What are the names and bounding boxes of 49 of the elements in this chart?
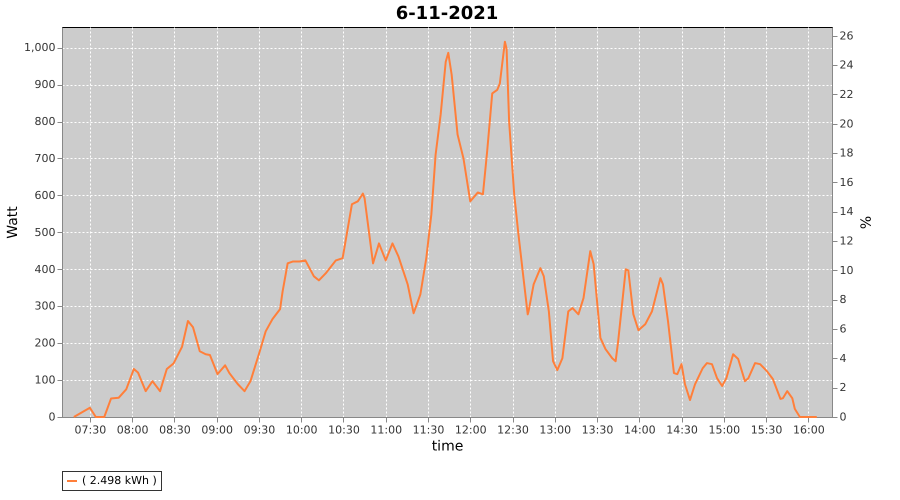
x-tick-label: 14:30 bbox=[666, 424, 698, 436]
y-tick-label: 1,000 bbox=[24, 41, 56, 54]
line-series bbox=[72, 40, 818, 418]
y-tick-label: 700 bbox=[34, 152, 56, 165]
x-tick-label: 07:30 bbox=[74, 424, 106, 436]
x-tick-label: 10:30 bbox=[328, 424, 360, 436]
x-tick-label: 09:30 bbox=[244, 424, 276, 436]
y-tick-label: 300 bbox=[34, 300, 56, 313]
y-tick-label: 200 bbox=[34, 336, 56, 350]
y-tick-label: 800 bbox=[34, 115, 56, 128]
y-tick-label: 600 bbox=[34, 188, 56, 202]
x-tick-label: 11:00 bbox=[370, 424, 402, 436]
x-tick-label: 15:00 bbox=[708, 424, 740, 436]
y2-tick-label: 22 bbox=[840, 88, 854, 101]
y-tick-label: 100 bbox=[34, 374, 56, 387]
x-tick-label: 10:00 bbox=[286, 424, 318, 436]
y2-tick-label: 4 bbox=[840, 352, 846, 365]
chart-title: 6-11-2021 bbox=[396, 3, 498, 24]
x-tick-label: 12:30 bbox=[497, 424, 529, 436]
x-tick-label: 08:00 bbox=[116, 424, 149, 436]
y2-tick-label: 14 bbox=[840, 205, 854, 218]
y2-tick-label: 20 bbox=[840, 117, 854, 130]
x-tick-label: 16:00 bbox=[792, 424, 825, 436]
y2-tick-label: 0 bbox=[840, 410, 846, 424]
x-tick-label: 13:30 bbox=[582, 424, 614, 436]
y2-tick-label: 12 bbox=[840, 234, 854, 248]
x-tick-label: 12:00 bbox=[454, 424, 487, 436]
y2-tick-label: 18 bbox=[840, 146, 854, 160]
legend-label: ( 2.498 kWh ) bbox=[82, 474, 157, 487]
y2-tick-label: 24 bbox=[840, 58, 854, 72]
y2-tick-label: 10 bbox=[840, 264, 854, 277]
x-tick-label: 08:30 bbox=[159, 424, 191, 436]
y-tick-label: 0 bbox=[48, 410, 56, 424]
x-axis-title: time bbox=[432, 438, 464, 454]
x-tick-label: 11:30 bbox=[412, 424, 444, 436]
y2-tick-label: 2 bbox=[840, 381, 846, 394]
y2-tick-label: 8 bbox=[840, 293, 846, 306]
y-tick-label: 900 bbox=[34, 78, 56, 92]
y-tick-label: 500 bbox=[34, 226, 56, 239]
y2-tick-label: 26 bbox=[840, 29, 854, 42]
x-tick-label: 15:30 bbox=[750, 424, 782, 436]
x-tick-label: 14:00 bbox=[624, 424, 656, 436]
x-tick-label: 09:00 bbox=[201, 424, 234, 436]
y2-tick-label: 16 bbox=[840, 176, 854, 189]
y2-axis-title: % bbox=[856, 216, 872, 230]
y-axis-title: Watt bbox=[5, 206, 22, 239]
x-tick-label: 13:00 bbox=[539, 424, 572, 436]
y2-tick-label: 6 bbox=[840, 322, 846, 336]
y-tick-label: 400 bbox=[34, 262, 56, 276]
